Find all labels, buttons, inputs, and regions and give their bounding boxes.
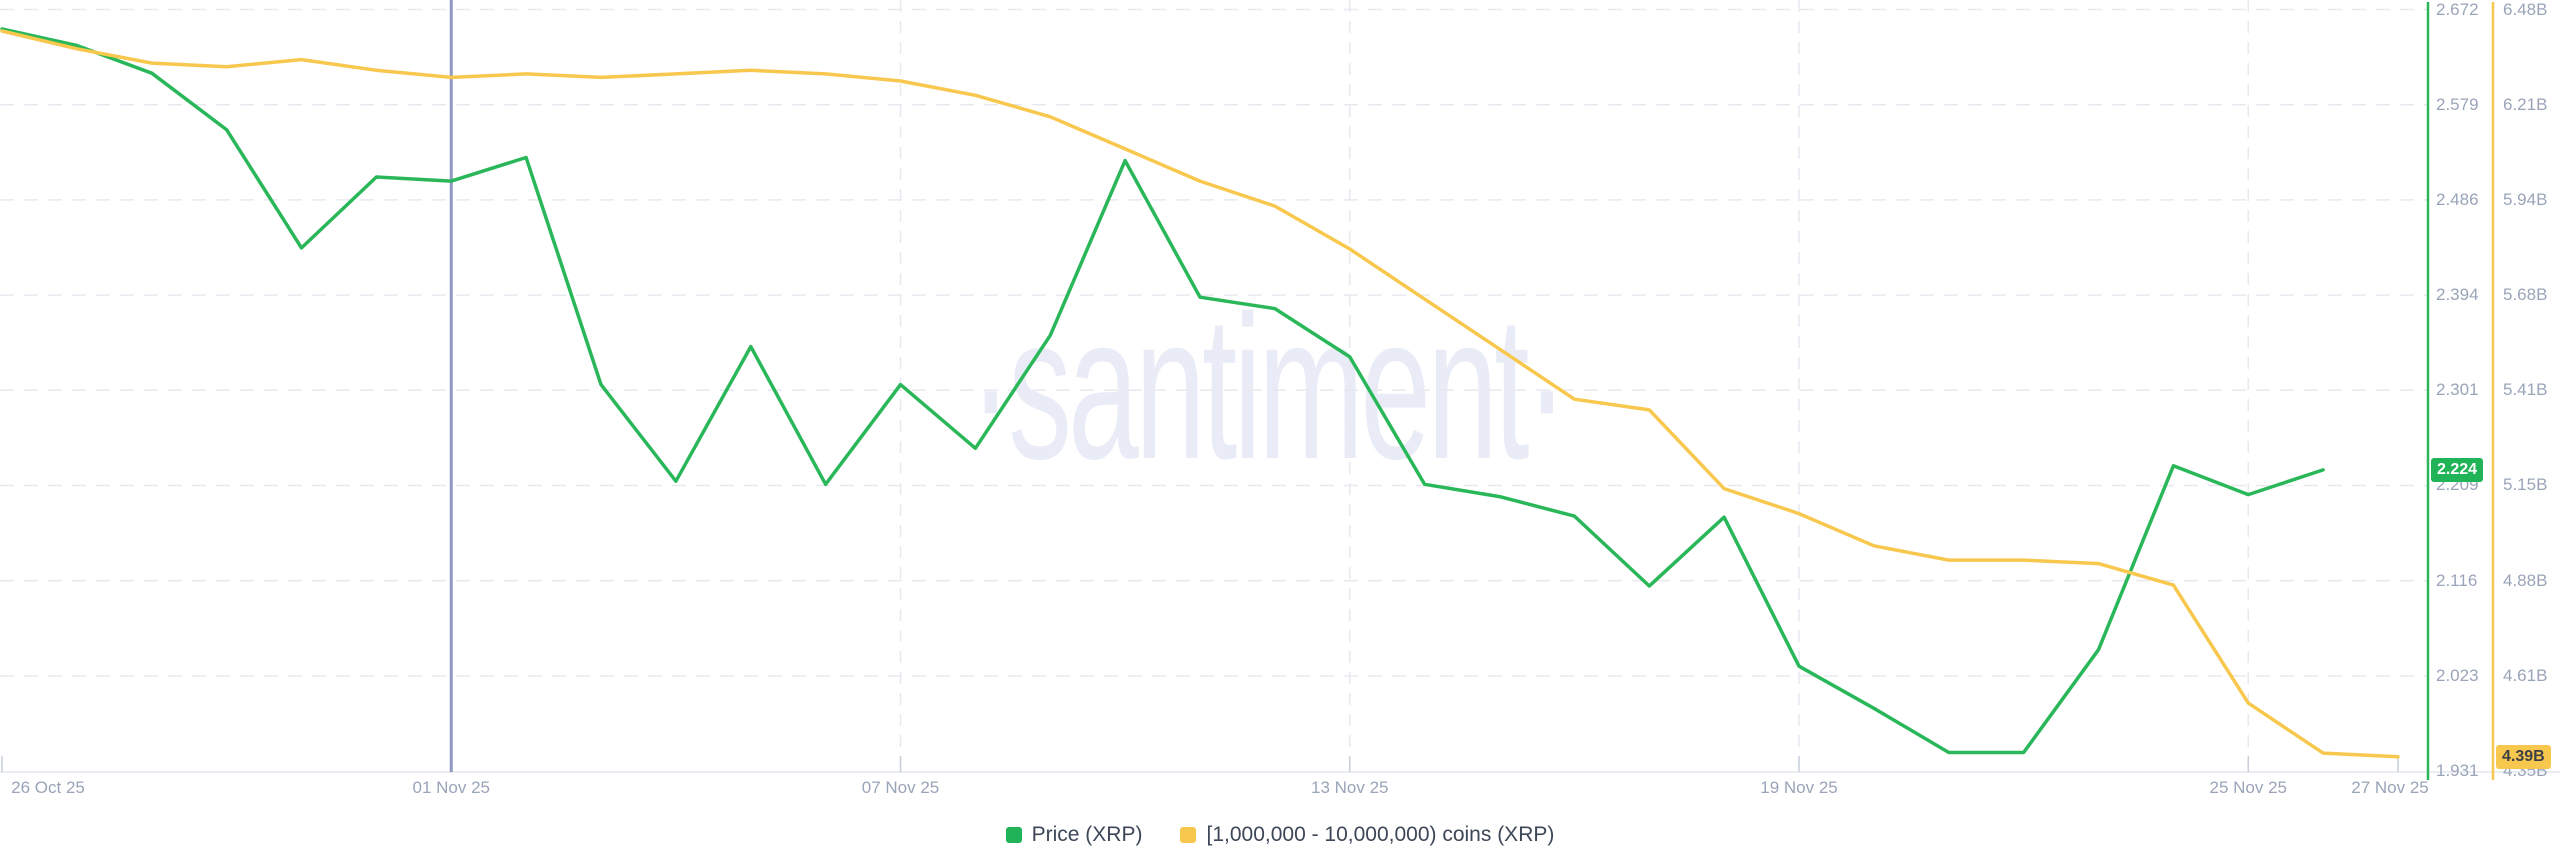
date-tick-label: 01 Nov 25 [412,778,491,797]
date-tick-label: 26 Oct 25 [11,778,85,797]
coins-tick-label: 4.61B [2503,665,2548,685]
legend-item-coins[interactable]: [1,000,000 - 10,000,000) coins (XRP) [1180,823,1554,847]
coins-tick-label: 6.48B [2503,0,2548,19]
date-tick-label: 19 Nov 25 [1760,778,1838,797]
price-tick-label: 2.672 [2436,0,2479,19]
legend-label-price: Price (XRP) [1031,823,1143,846]
chart-legend: Price (XRP) [1,000,000 - 10,000,000) coi… [0,818,2560,852]
coins-tick-label: 4.88B [2503,570,2548,590]
date-tick-label: 25 Nov 25 [2209,778,2288,797]
legend-label-coins: [1,000,000 - 10,000,000) coins (XRP) [1206,823,1555,846]
price-tick-label: 2.301 [2436,380,2479,400]
date-tick-label: 27 Nov 25 [2351,778,2429,797]
santiment-watermark: ·santiment· [969,273,1568,502]
date-tick-label: 13 Nov 25 [1311,778,1389,797]
price-tick-label: 2.579 [2436,94,2479,114]
coins-tick-label: 5.68B [2503,285,2548,305]
price-tick-label: 1.931 [2436,761,2479,780]
price-series-chip-icon [1005,827,1022,843]
date-tick-label: 07 Nov 25 [861,778,940,797]
price-tick-label: 2.023 [2436,665,2479,685]
coins-series-chip-icon [1180,827,1197,843]
price-tick-label: 2.486 [2436,189,2479,209]
price-last-value-badge: 2.224 [2431,457,2484,482]
price-tick-label: 2.394 [2436,285,2479,305]
legend-item-price[interactable]: Price (XRP) [1005,823,1143,847]
coins-tick-label: 5.15B [2503,475,2548,495]
price-tick-label: 2.116 [2436,570,2478,590]
coins-tick-label: 5.94B [2503,189,2548,209]
coins-tick-label: 6.21B [2503,94,2548,114]
coins-tick-label: 5.41B [2503,380,2548,400]
coins-last-value-badge: 4.39B [2496,744,2551,769]
